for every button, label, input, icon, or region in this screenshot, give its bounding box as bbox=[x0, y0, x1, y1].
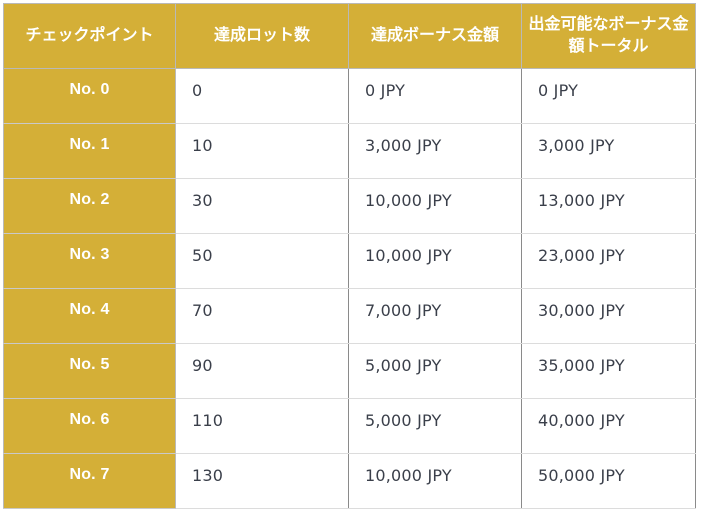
bonus-cell: 5,000 JPY bbox=[348, 343, 522, 399]
table-row: No. 5 90 5,000 JPY 35,000 JPY bbox=[3, 343, 696, 399]
bonus-table-container: チェックポイント 達成ロット数 達成ボーナス金額 出金可能なボーナス金額トータル… bbox=[3, 3, 696, 509]
bonus-cell: 7,000 JPY bbox=[348, 288, 522, 344]
lots-cell: 90 bbox=[175, 343, 349, 399]
checkpoint-cell: No. 1 bbox=[3, 123, 176, 179]
total-cell: 3,000 JPY bbox=[521, 123, 696, 179]
total-cell: 40,000 JPY bbox=[521, 398, 696, 454]
lots-cell: 70 bbox=[175, 288, 349, 344]
total-cell: 50,000 JPY bbox=[521, 453, 696, 509]
lots-cell: 110 bbox=[175, 398, 349, 454]
bonus-cell: 0 JPY bbox=[348, 68, 522, 124]
table-row: No. 7 130 10,000 JPY 50,000 JPY bbox=[3, 453, 696, 509]
bonus-cell: 5,000 JPY bbox=[348, 398, 522, 454]
total-cell: 35,000 JPY bbox=[521, 343, 696, 399]
bonus-cell: 10,000 JPY bbox=[348, 453, 522, 509]
table-row: No. 3 50 10,000 JPY 23,000 JPY bbox=[3, 233, 696, 289]
lots-cell: 130 bbox=[175, 453, 349, 509]
table-row: No. 4 70 7,000 JPY 30,000 JPY bbox=[3, 288, 696, 344]
bonus-cell: 10,000 JPY bbox=[348, 233, 522, 289]
header-checkpoint: チェックポイント bbox=[3, 3, 176, 69]
lots-cell: 10 bbox=[175, 123, 349, 179]
table-row: No. 0 0 0 JPY 0 JPY bbox=[3, 68, 696, 124]
table-row: No. 2 30 10,000 JPY 13,000 JPY bbox=[3, 178, 696, 234]
checkpoint-cell: No. 4 bbox=[3, 288, 176, 344]
table-header-row: チェックポイント 達成ロット数 達成ボーナス金額 出金可能なボーナス金額トータル bbox=[3, 3, 696, 69]
checkpoint-cell: No. 6 bbox=[3, 398, 176, 454]
total-cell: 23,000 JPY bbox=[521, 233, 696, 289]
checkpoint-cell: No. 3 bbox=[3, 233, 176, 289]
total-cell: 30,000 JPY bbox=[521, 288, 696, 344]
header-withdrawable-total: 出金可能なボーナス金額トータル bbox=[521, 3, 696, 69]
lots-cell: 0 bbox=[175, 68, 349, 124]
checkpoint-cell: No. 0 bbox=[3, 68, 176, 124]
lots-cell: 30 bbox=[175, 178, 349, 234]
bonus-cell: 3,000 JPY bbox=[348, 123, 522, 179]
header-achieved-lots: 達成ロット数 bbox=[175, 3, 349, 69]
checkpoint-cell: No. 7 bbox=[3, 453, 176, 509]
checkpoint-cell: No. 2 bbox=[3, 178, 176, 234]
header-achieved-bonus: 達成ボーナス金額 bbox=[348, 3, 522, 69]
bonus-checkpoint-table: チェックポイント 達成ロット数 達成ボーナス金額 出金可能なボーナス金額トータル… bbox=[3, 3, 696, 509]
table-row: No. 1 10 3,000 JPY 3,000 JPY bbox=[3, 123, 696, 179]
bonus-cell: 10,000 JPY bbox=[348, 178, 522, 234]
total-cell: 0 JPY bbox=[521, 68, 696, 124]
lots-cell: 50 bbox=[175, 233, 349, 289]
checkpoint-cell: No. 5 bbox=[3, 343, 176, 399]
table-row: No. 6 110 5,000 JPY 40,000 JPY bbox=[3, 398, 696, 454]
total-cell: 13,000 JPY bbox=[521, 178, 696, 234]
